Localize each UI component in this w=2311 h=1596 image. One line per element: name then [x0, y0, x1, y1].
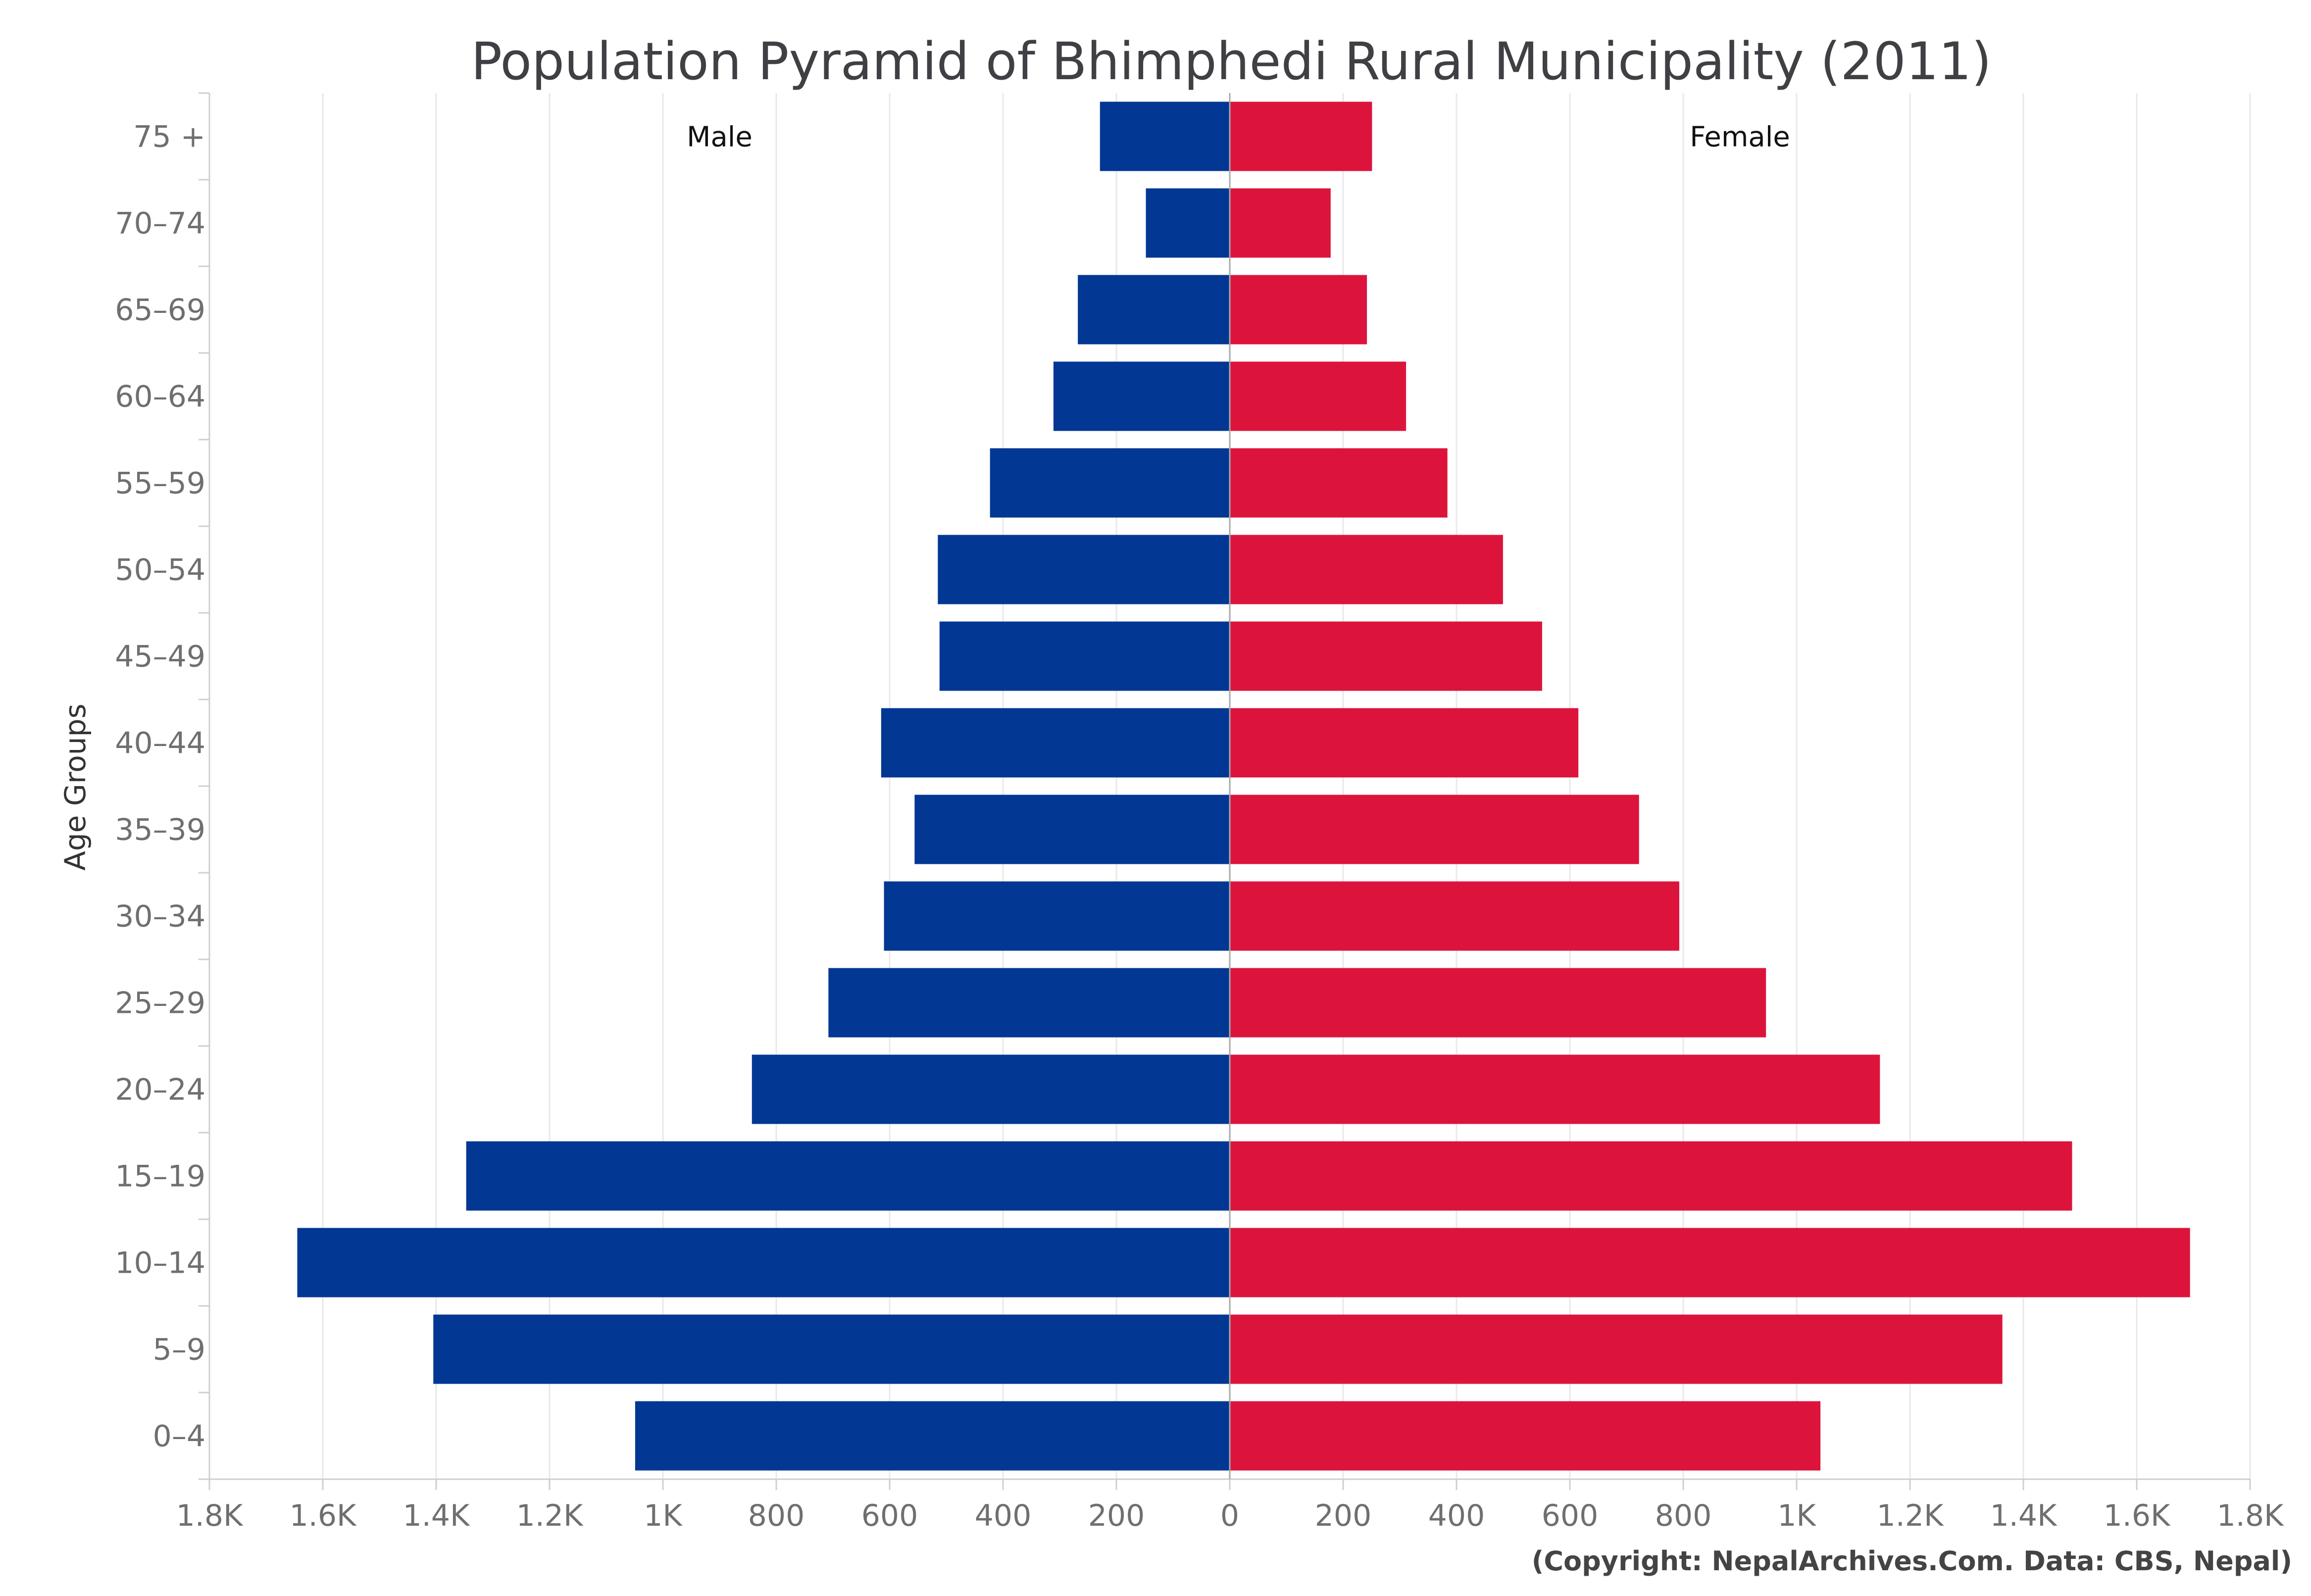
female-bar[interactable]	[1230, 795, 1639, 864]
male-bar[interactable]	[828, 968, 1230, 1038]
male-bar[interactable]	[938, 535, 1230, 604]
female-series-label: Female	[1690, 121, 1790, 153]
x-tick-label: 200	[1315, 1498, 1372, 1533]
y-tick-label: 50–54	[115, 553, 205, 588]
x-tick-label: 0	[1220, 1498, 1239, 1533]
axes: 1.8K 1.6K 1.4K 1.2K 1K 800 600 400 200 0 200 400 600…	[115, 92, 2284, 1533]
female-bar[interactable]	[1230, 1141, 2072, 1211]
female-bar[interactable]	[1230, 101, 1372, 171]
series-labels: Male Female	[687, 121, 1790, 153]
y-tick-label: 65–69	[115, 293, 205, 328]
female-bar[interactable]	[1230, 535, 1503, 604]
y-tick-label: 20–24	[115, 1073, 205, 1107]
x-tick-label: 800	[748, 1498, 805, 1533]
x-tick-label: 1.8K	[2217, 1498, 2284, 1533]
chart-title: Population Pyramid of Bhimphedi Rural Mu…	[471, 31, 1991, 92]
x-tick-label: 1K	[1777, 1498, 1816, 1533]
x-tick-label: 400	[975, 1498, 1032, 1533]
y-tick-label: 10–14	[115, 1246, 205, 1281]
x-tick-label: 200	[1088, 1498, 1145, 1533]
x-tick-label: 400	[1428, 1498, 1485, 1533]
y-axis-title: Age Groups	[58, 703, 92, 870]
male-bar[interactable]	[752, 1054, 1230, 1124]
male-bar[interactable]	[884, 881, 1230, 951]
y-tick-label: 55–59	[115, 466, 205, 501]
male-bar[interactable]	[990, 448, 1230, 518]
x-tick-label: 1.6K	[2104, 1498, 2171, 1533]
female-bar[interactable]	[1230, 1054, 1880, 1124]
female-bar[interactable]	[1230, 968, 1766, 1038]
y-tick-label: 45–49	[115, 640, 205, 674]
y-tick-label: 0–4	[153, 1419, 205, 1454]
male-bar[interactable]	[466, 1141, 1230, 1211]
female-bar[interactable]	[1230, 1228, 2190, 1297]
y-tick-label: 40–44	[115, 726, 205, 761]
female-bar[interactable]	[1230, 448, 1448, 518]
x-tick-label: 600	[861, 1498, 918, 1533]
male-bar[interactable]	[1078, 275, 1230, 345]
x-tick-label: 1.8K	[176, 1498, 244, 1533]
x-tick-label: 1.2K	[516, 1498, 584, 1533]
x-tick-label: 1.2K	[1877, 1498, 1944, 1533]
female-bar[interactable]	[1230, 1401, 1821, 1471]
female-bar[interactable]	[1230, 275, 1367, 345]
male-bar[interactable]	[914, 795, 1230, 864]
female-bar[interactable]	[1230, 621, 1542, 691]
x-tick-label: 1K	[644, 1498, 683, 1533]
female-bar[interactable]	[1230, 881, 1679, 951]
y-tick-label: 5–9	[153, 1333, 205, 1367]
bars	[297, 101, 2190, 1471]
female-bar[interactable]	[1230, 188, 1331, 258]
male-bar[interactable]	[881, 708, 1230, 778]
male-bar[interactable]	[1053, 361, 1230, 431]
x-tick-label: 800	[1655, 1498, 1712, 1533]
male-bar[interactable]	[433, 1314, 1230, 1384]
male-bar[interactable]	[1146, 188, 1230, 258]
x-tick-label: 600	[1542, 1498, 1599, 1533]
x-tick-label: 1.6K	[290, 1498, 357, 1533]
male-bar[interactable]	[1100, 101, 1230, 171]
female-bar[interactable]	[1230, 708, 1579, 778]
y-tick-label: 75 +	[133, 120, 205, 154]
y-tick-label: 35–39	[115, 813, 205, 848]
male-bar[interactable]	[939, 621, 1230, 691]
female-bar[interactable]	[1230, 1314, 2003, 1384]
female-bar[interactable]	[1230, 361, 1407, 431]
y-tick-label: 60–64	[115, 380, 205, 414]
x-tick-label: 1.4K	[403, 1498, 470, 1533]
x-tick-label: 1.4K	[1990, 1498, 2058, 1533]
male-bar[interactable]	[297, 1228, 1230, 1297]
y-tick-label: 15–19	[115, 1159, 205, 1194]
male-series-label: Male	[687, 121, 753, 153]
y-tick-label: 30–34	[115, 899, 205, 934]
copyright-footer: (Copyright: NepalArchives.Com. Data: CBS…	[1532, 1546, 2292, 1577]
y-tick-label: 25–29	[115, 986, 205, 1021]
y-tick-label: 70–74	[115, 206, 205, 241]
male-bar[interactable]	[635, 1401, 1230, 1471]
